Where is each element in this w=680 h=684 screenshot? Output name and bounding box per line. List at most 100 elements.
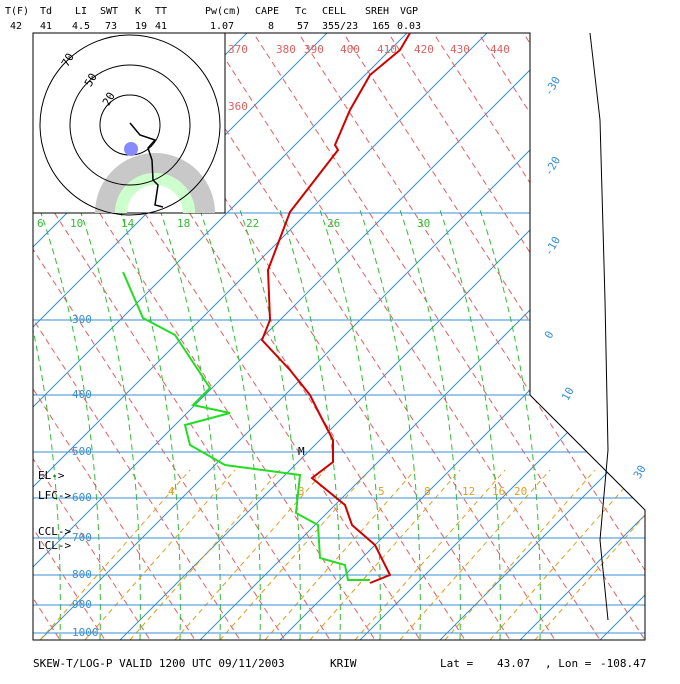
dry-adiabat bbox=[559, 33, 645, 640]
header-value: 165 bbox=[372, 21, 390, 32]
header-value: 8 bbox=[268, 21, 274, 32]
header-label: T(F) bbox=[5, 6, 29, 17]
moist-adiabat bbox=[159, 209, 221, 640]
dewpoint-profile bbox=[122, 271, 370, 581]
moist-adiabat bbox=[33, 209, 61, 640]
mixing-label: 26 bbox=[327, 217, 340, 230]
mixing-label: 6 bbox=[37, 217, 44, 230]
mixing-ratio bbox=[354, 469, 506, 640]
theta-label: 380 bbox=[276, 43, 296, 56]
dry-adiabat bbox=[424, 33, 645, 640]
pressure-label: 500 bbox=[72, 445, 92, 458]
temperature-profile bbox=[260, 32, 411, 584]
level-label: LFC-> bbox=[38, 489, 71, 502]
dry-adiabat bbox=[33, 33, 106, 640]
marker: M bbox=[298, 445, 305, 458]
mixing-ratio bbox=[489, 469, 641, 640]
isotherm bbox=[439, 33, 645, 640]
dry-adiabat bbox=[469, 33, 645, 640]
theta-label: 440 bbox=[490, 43, 510, 56]
moist-adiabat bbox=[79, 209, 141, 640]
mixing-label: 30 bbox=[417, 217, 430, 230]
mixing-ratio bbox=[264, 469, 416, 640]
isotherm bbox=[33, 33, 581, 640]
moist-adiabat bbox=[439, 209, 501, 640]
theta-label: 370 bbox=[228, 43, 248, 56]
isotherm-label: 30 bbox=[631, 463, 649, 481]
mixing-ratio bbox=[129, 469, 281, 640]
header-label: TT bbox=[155, 6, 167, 17]
footer-lat-label: Lat = bbox=[440, 657, 473, 670]
isotherm bbox=[33, 33, 341, 640]
mixing-label: 12 bbox=[462, 485, 475, 498]
level-label: EL-> bbox=[38, 469, 65, 482]
theta-label: 400 bbox=[340, 43, 360, 56]
header-label: CELL bbox=[322, 6, 346, 17]
mixing-label: 16 bbox=[492, 485, 505, 498]
theta-label: 360 bbox=[228, 100, 248, 113]
header-value: 73 bbox=[105, 21, 117, 32]
theta-label: 420 bbox=[414, 43, 434, 56]
header-label: Tc bbox=[295, 6, 307, 17]
header-value: 1.07 bbox=[210, 21, 234, 32]
mixing-label: 14 bbox=[121, 217, 135, 230]
header-value: 0.03 bbox=[397, 21, 421, 32]
header-label: SWT bbox=[100, 6, 118, 17]
theta-label: 390 bbox=[304, 43, 324, 56]
isotherm-label: 0 bbox=[542, 329, 557, 341]
mixing-label: 22 bbox=[246, 217, 259, 230]
plot-frame bbox=[32, 32, 646, 641]
hodo-label: 70 bbox=[59, 51, 77, 69]
isotherm bbox=[599, 33, 645, 640]
header-value: 42 bbox=[10, 21, 22, 32]
footer-lon-label: , Lon = bbox=[545, 657, 592, 670]
isotherm bbox=[0, 20, 20, 640]
header-label: LI bbox=[75, 6, 87, 17]
header-value: 4.5 bbox=[72, 21, 90, 32]
isotherm-label: -30 bbox=[542, 74, 563, 98]
pressure-label: 300 bbox=[72, 313, 92, 326]
dry-adiabat bbox=[33, 33, 241, 640]
hodo-label: 20 bbox=[100, 90, 118, 108]
moist-adiabat bbox=[399, 209, 461, 640]
hodo-ring bbox=[69, 64, 191, 186]
mixing-ratio bbox=[174, 469, 326, 640]
dry-adiabat bbox=[33, 33, 151, 640]
isotherm-label: -20 bbox=[542, 154, 563, 178]
moist-adiabat bbox=[39, 209, 101, 640]
header-label: VGP bbox=[400, 6, 418, 17]
mixing-label: 5 bbox=[378, 485, 385, 498]
footer-lat: 43.07 bbox=[497, 657, 530, 670]
dry-adiabat bbox=[379, 33, 645, 640]
dry-adiabat bbox=[33, 33, 331, 640]
moist-adiabat bbox=[319, 209, 381, 640]
pressure-label: 900 bbox=[72, 598, 92, 611]
isotherm-label: 10 bbox=[559, 385, 577, 403]
header-label: CAPE bbox=[255, 6, 279, 17]
header-label: K bbox=[135, 6, 141, 17]
isotherm bbox=[33, 33, 421, 640]
dry-adiabat bbox=[289, 33, 645, 640]
hodo-inner bbox=[115, 173, 195, 213]
dry-adiabat bbox=[0, 20, 15, 640]
isotherm-label: -10 bbox=[542, 234, 563, 258]
pressure-label: 600 bbox=[72, 491, 92, 504]
wind-barbs bbox=[589, 32, 609, 621]
hodo-ring bbox=[39, 34, 221, 216]
isotherm bbox=[359, 33, 645, 640]
header-label: SREH bbox=[365, 6, 389, 17]
mixing-ratio bbox=[534, 469, 645, 640]
moist-adiabat bbox=[119, 209, 181, 640]
moist-adiabat bbox=[359, 209, 421, 640]
hodo-annulus bbox=[95, 153, 215, 213]
header-label: Td bbox=[40, 6, 52, 17]
mixing-label: 3 bbox=[298, 485, 305, 498]
mixing-ratio bbox=[399, 469, 551, 640]
hodo-trace bbox=[129, 122, 164, 208]
storm-motion bbox=[124, 142, 138, 156]
pressure-label: 1000 bbox=[72, 626, 99, 639]
theta-label: 430 bbox=[450, 43, 470, 56]
mixing-ratio bbox=[84, 469, 236, 640]
moist-adiabat bbox=[479, 209, 541, 640]
